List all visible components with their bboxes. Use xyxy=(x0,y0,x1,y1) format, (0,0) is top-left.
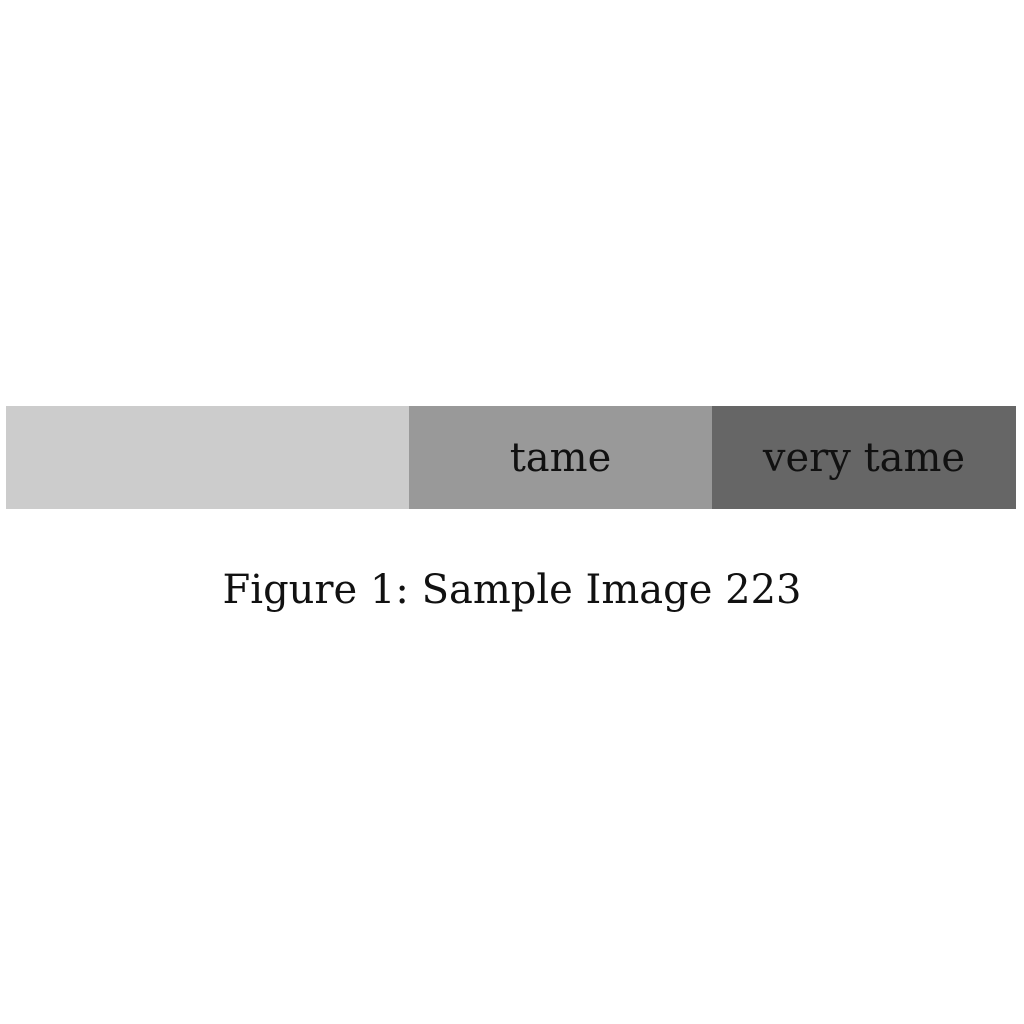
segment-very-tame: very tame xyxy=(712,406,1016,509)
figure-caption: Figure 1: Sample Image 223 xyxy=(222,567,802,613)
segment-tame: tame xyxy=(409,406,712,509)
segment-unlabeled xyxy=(6,406,409,509)
category-bar: tame very tame xyxy=(6,406,1016,509)
